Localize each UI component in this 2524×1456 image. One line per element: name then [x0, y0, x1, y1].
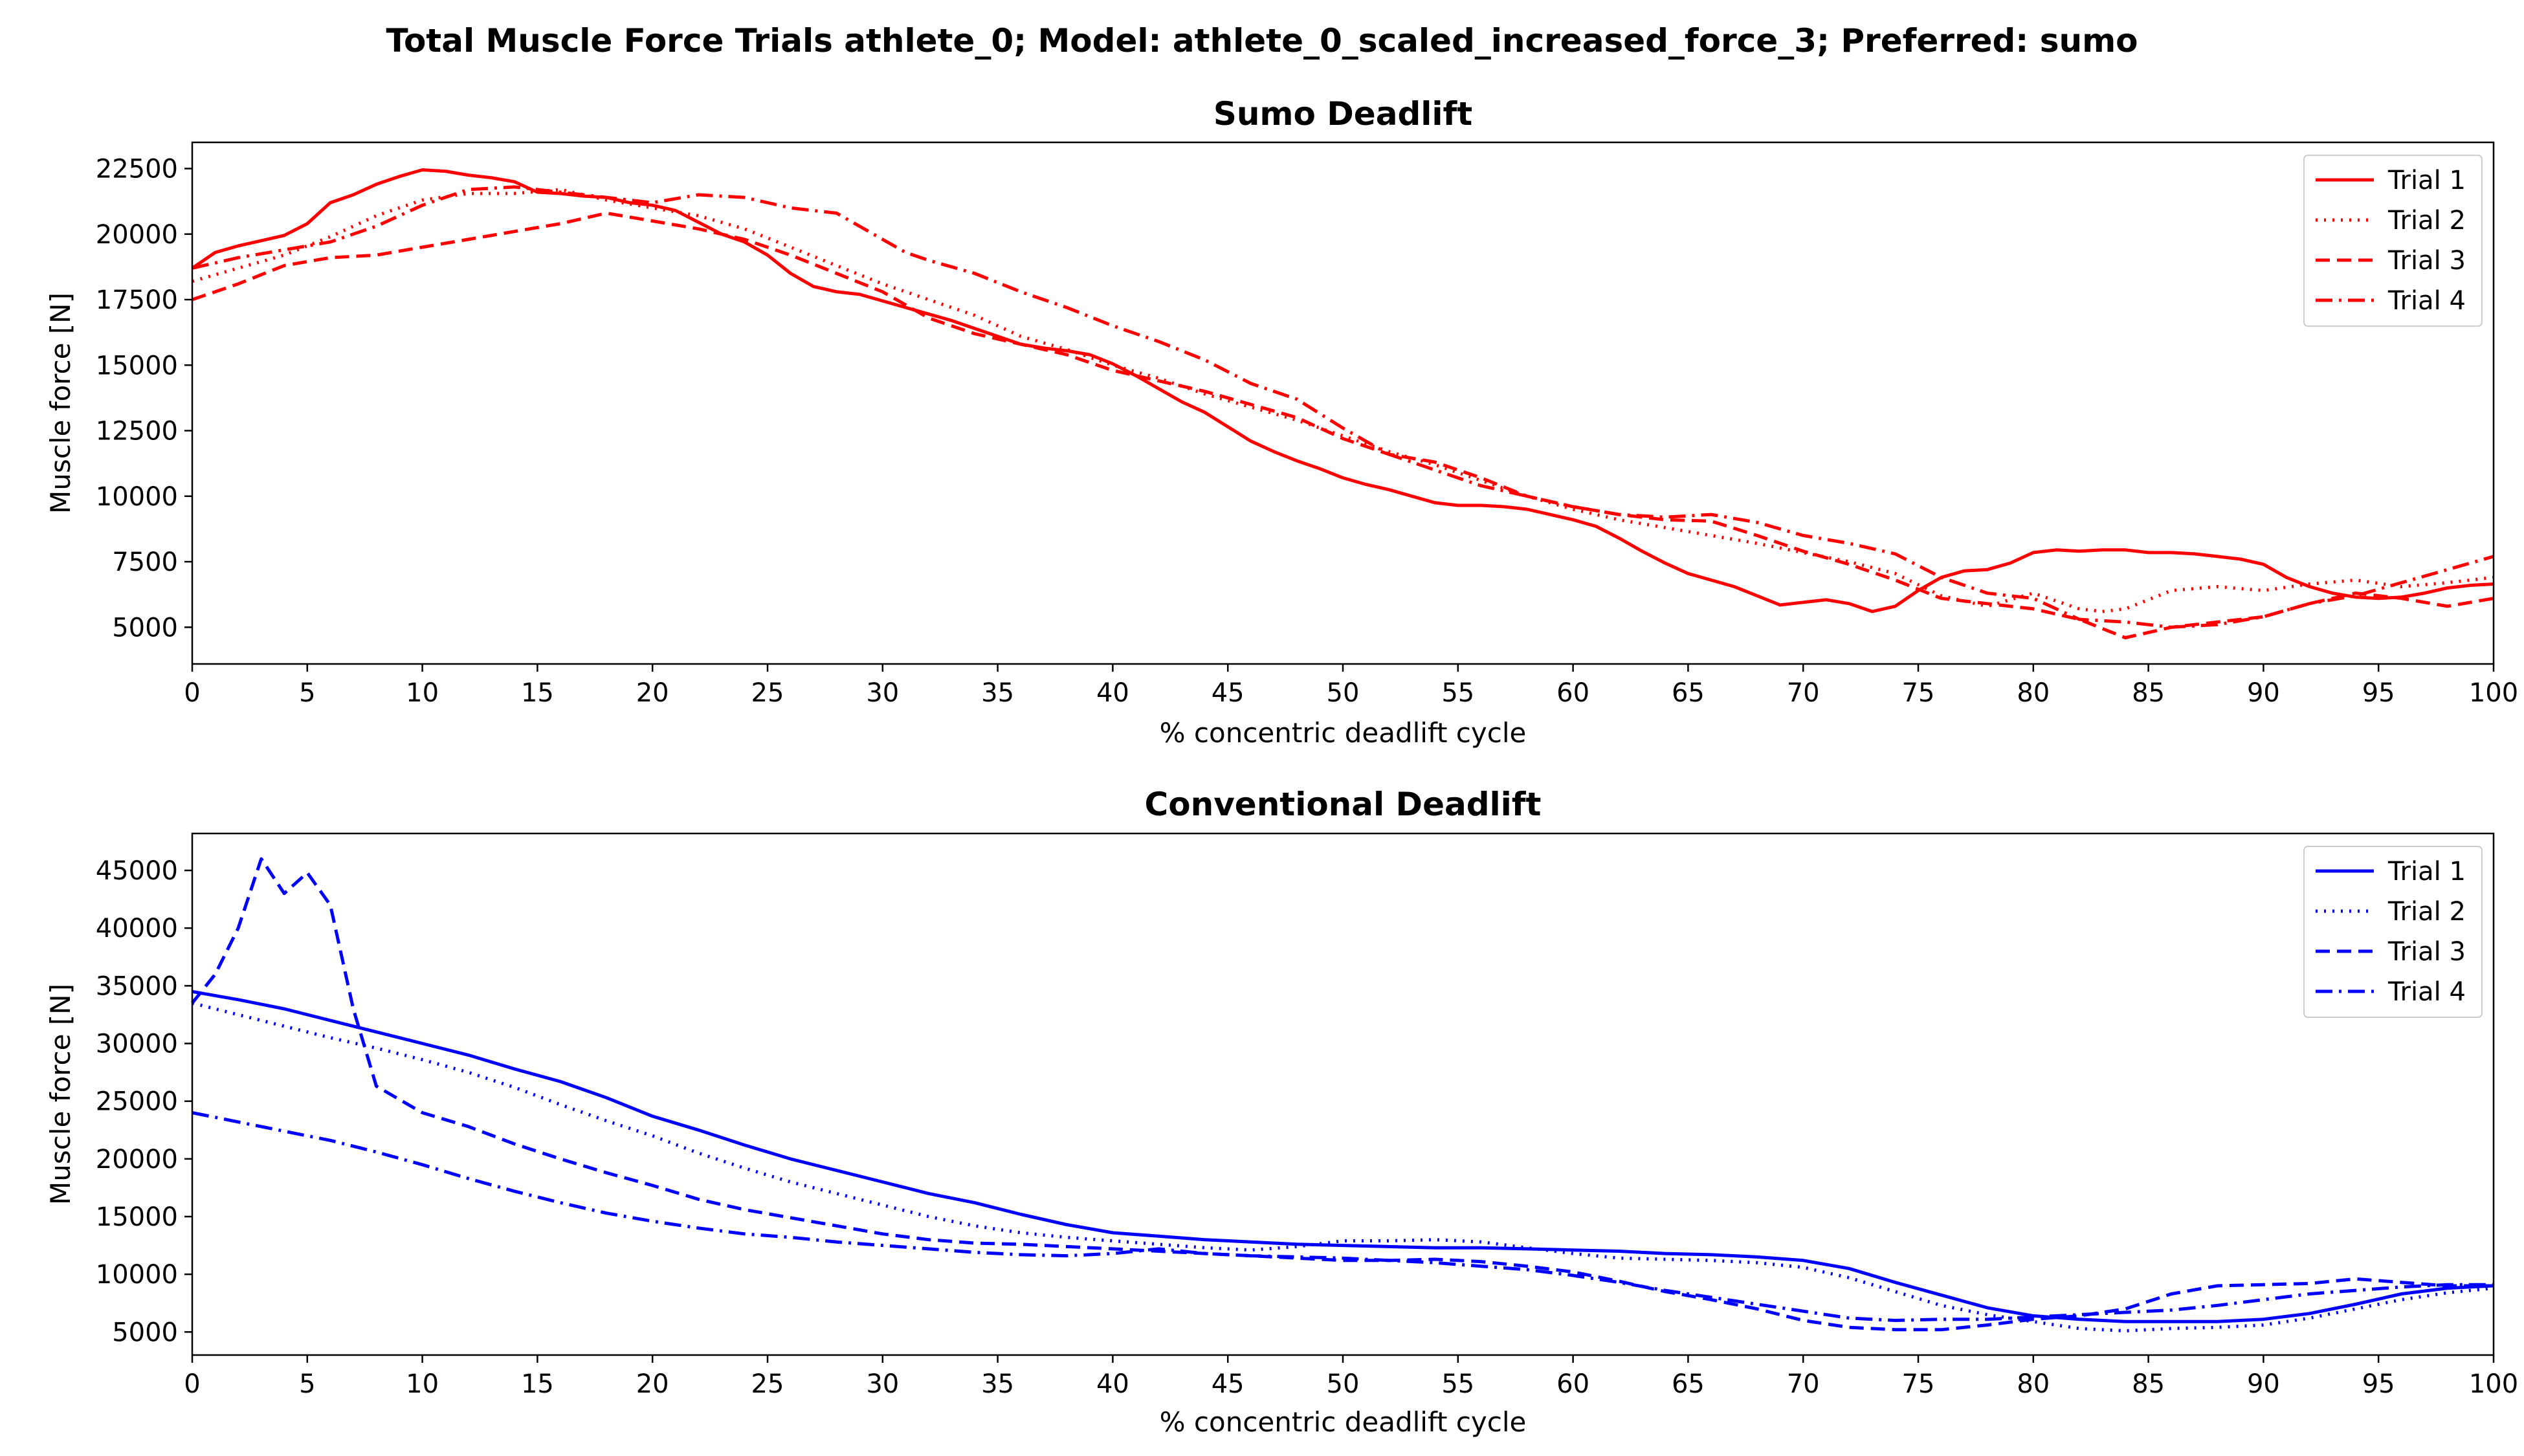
sumo-x-tick-label: 100 — [2469, 678, 2518, 708]
sumo-legend-box — [2303, 155, 2483, 327]
sumo-y-ticks: 5000 7500 10000 12500 15000 17500 20000 22500 — [96, 155, 192, 643]
conventional-y-tick-label: 10000 — [96, 1260, 178, 1290]
sumo-x-tick-label: 80 — [2017, 678, 2050, 708]
conventional-x-tick-label: 65 — [1672, 1369, 1705, 1399]
conventional-y-ticks: 5000 10000 15000 20000 25000 30000 35000 40000 4… — [96, 856, 192, 1347]
conventional-legend-label: Trial 1 — [2387, 857, 2466, 887]
sumo-y-tick-label: 7500 — [112, 547, 178, 577]
conventional-y-tick-label: 35000 — [96, 971, 178, 1001]
sumo-y-tick-label: 22500 — [96, 155, 178, 184]
conventional-legend-label: Trial 3 — [2387, 937, 2466, 967]
sumo-x-tick-label: 50 — [1327, 678, 1360, 708]
sumo-y-axis-label: Muscle force [N] — [45, 292, 76, 514]
conventional-y-tick-label: 5000 — [112, 1318, 178, 1347]
conventional-x-tick-label: 75 — [1902, 1369, 1935, 1399]
conventional-y-tick-label: 20000 — [96, 1145, 178, 1175]
sumo-y-tick-label: 15000 — [96, 351, 178, 381]
sumo-series-trial-2 — [192, 188, 2494, 613]
sumo-chart-marks — [191, 168, 2494, 639]
conventional-x-tick-label: 15 — [521, 1369, 554, 1399]
conventional-y-tick-label: 40000 — [96, 914, 178, 943]
sumo-x-tick-label: 5 — [299, 678, 315, 708]
sumo-x-tick-label: 75 — [1902, 678, 1935, 708]
sumo-y-tick-label: 5000 — [112, 613, 178, 643]
sumo-x-tick-label: 20 — [636, 678, 669, 708]
sumo-series-trial-4 — [192, 185, 2494, 629]
conventional-y-tick-label: 25000 — [96, 1087, 178, 1117]
conventional-x-tick-label: 80 — [2017, 1369, 2050, 1399]
sumo-deadlift-chart: Sumo Deadlift 0 5 10 15 20 25 30 35 40 45 50 55 60 65… — [45, 95, 2518, 749]
sumo-chart-title: Sumo Deadlift — [1213, 95, 1472, 133]
conventional-x-tick-label: 100 — [2469, 1369, 2518, 1399]
conventional-x-tick-label: 55 — [1441, 1369, 1474, 1399]
conventional-y-tick-label: 45000 — [96, 856, 178, 886]
sumo-legend-label: Trial 2 — [2387, 206, 2466, 236]
sumo-y-tick-label: 17500 — [96, 285, 178, 315]
sumo-x-tick-label: 95 — [2362, 678, 2395, 708]
conventional-legend-box — [2303, 846, 2483, 1018]
conventional-x-tick-label: 40 — [1096, 1369, 1129, 1399]
sumo-legend-label: Trial 1 — [2387, 166, 2466, 195]
conventional-series-trial-1 — [192, 989, 2494, 1323]
sumo-series-trial-3 — [192, 211, 2494, 639]
conventional-y-axis-label: Muscle force [N] — [45, 984, 76, 1205]
conventional-chart-marks — [191, 857, 2494, 1333]
conventional-y-tick-label: 30000 — [96, 1030, 178, 1059]
sumo-x-tick-label: 10 — [406, 678, 439, 708]
conventional-x-axis-label: % concentric deadlift cycle — [1160, 1406, 1527, 1438]
conventional-x-tick-label: 95 — [2362, 1369, 2395, 1399]
conventional-x-tick-label: 25 — [751, 1369, 784, 1399]
sumo-x-tick-label: 60 — [1556, 678, 1589, 708]
sumo-x-axis-label: % concentric deadlift cycle — [1160, 717, 1527, 749]
conventional-x-tick-label: 30 — [866, 1369, 899, 1399]
sumo-x-tick-label: 55 — [1441, 678, 1474, 708]
sumo-x-tick-label: 30 — [866, 678, 899, 708]
conventional-x-tick-label: 10 — [406, 1369, 439, 1399]
conventional-legend-label: Trial 4 — [2387, 977, 2466, 1007]
conventional-y-tick-label: 15000 — [96, 1202, 178, 1232]
sumo-x-tick-label: 15 — [521, 678, 554, 708]
conventional-x-tick-label: 60 — [1556, 1369, 1589, 1399]
conventional-x-tick-label: 20 — [636, 1369, 669, 1399]
conventional-x-tick-label: 35 — [981, 1369, 1014, 1399]
sumo-x-tick-label: 25 — [751, 678, 784, 708]
sumo-y-tick-label: 12500 — [96, 417, 178, 447]
conventional-legend: Trial 1 Trial 2 Trial 3 Trial 4 — [2303, 846, 2483, 1018]
sumo-x-tick-label: 90 — [2247, 678, 2280, 708]
conventional-series-trial-4 — [192, 1111, 2494, 1322]
conventional-deadlift-chart: Conventional Deadlift 0 5 10 15 20 25 30 35 40 45… — [45, 786, 2518, 1438]
conventional-x-tick-label: 85 — [2132, 1369, 2165, 1399]
conventional-x-tick-label: 90 — [2247, 1369, 2280, 1399]
sumo-x-ticks: 0 5 10 15 20 25 30 35 40 45 50 55 60 65 70 75 80 85 90 95 10… — [184, 664, 2518, 708]
conventional-legend-label: Trial 2 — [2387, 897, 2466, 927]
conventional-x-tick-label: 0 — [184, 1369, 200, 1399]
sumo-x-tick-label: 85 — [2132, 678, 2165, 708]
conventional-x-ticks: 0 5 10 15 20 25 30 35 40 45 50 55 60 65 70 75 80 85 90 95 10… — [184, 1355, 2518, 1399]
sumo-x-tick-label: 40 — [1096, 678, 1129, 708]
sumo-y-tick-label: 10000 — [96, 482, 178, 512]
conventional-x-tick-label: 50 — [1327, 1369, 1360, 1399]
conventional-chart-title: Conventional Deadlift — [1145, 786, 1542, 823]
sumo-legend: Trial 1 Trial 2 Trial 3 Trial 4 — [2303, 155, 2483, 327]
sumo-x-tick-label: 45 — [1212, 678, 1245, 708]
sumo-y-tick-label: 20000 — [96, 220, 178, 250]
sumo-x-tick-label: 0 — [184, 678, 200, 708]
sumo-x-tick-label: 35 — [981, 678, 1014, 708]
sumo-legend-label: Trial 4 — [2387, 286, 2466, 316]
conventional-x-tick-label: 45 — [1212, 1369, 1245, 1399]
conventional-x-tick-label: 70 — [1787, 1369, 1820, 1399]
figure-suptitle: Total Muscle Force Trials athlete_0; Mod… — [386, 22, 2138, 60]
conventional-x-tick-label: 5 — [299, 1369, 315, 1399]
sumo-x-tick-label: 65 — [1672, 678, 1705, 708]
sumo-legend-label: Trial 3 — [2387, 246, 2466, 276]
conventional-series-trial-3 — [191, 857, 2494, 1332]
sumo-x-tick-label: 70 — [1787, 678, 1820, 708]
